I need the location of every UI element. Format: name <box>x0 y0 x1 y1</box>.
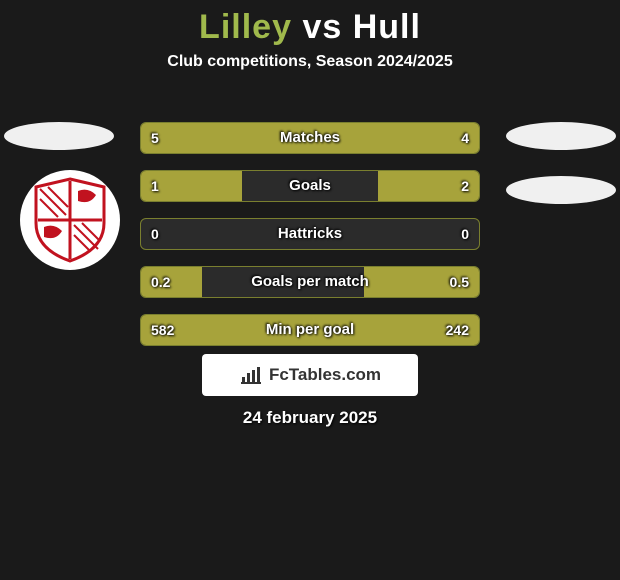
stat-label: Goals <box>141 171 479 201</box>
stat-label: Goals per match <box>141 267 479 297</box>
stat-value-right: 0 <box>461 219 469 249</box>
stat-bar: 1Goals2 <box>140 170 480 202</box>
stat-value-right: 0.5 <box>450 267 469 297</box>
comparison-card: Lilley vs Hull Club competitions, Season… <box>0 0 620 580</box>
page-title: Lilley vs Hull <box>0 0 620 47</box>
date-text: 24 february 2025 <box>0 408 620 428</box>
team-badge-left <box>4 122 114 150</box>
subtitle: Club competitions, Season 2024/2025 <box>0 53 620 71</box>
stat-value-right: 2 <box>461 171 469 201</box>
player2-name: Hull <box>353 8 421 46</box>
stat-value-right: 242 <box>446 315 469 345</box>
stat-bars: 5Matches4 1Goals2 0Hattricks0 0.2Goals per … <box>140 122 480 346</box>
chart-icon <box>239 365 263 385</box>
player1-name: Lilley <box>199 8 292 46</box>
stat-value-right: 4 <box>461 123 469 153</box>
shield-icon <box>30 177 110 263</box>
stat-label: Hattricks <box>141 219 479 249</box>
club-crest <box>20 170 120 270</box>
stat-bar: 5Matches4 <box>140 122 480 154</box>
stat-bar: 0Hattricks0 <box>140 218 480 250</box>
team-badge-right-mid <box>506 176 616 204</box>
vs-separator: vs <box>302 8 342 46</box>
stat-bar: 0.2Goals per match0.5 <box>140 266 480 298</box>
stat-bar: 582Min per goal242 <box>140 314 480 346</box>
stat-label: Matches <box>141 123 479 153</box>
stat-label: Min per goal <box>141 315 479 345</box>
brand-badge: FcTables.com <box>202 354 418 396</box>
brand-text: FcTables.com <box>269 365 381 385</box>
team-badge-right-top <box>506 122 616 150</box>
